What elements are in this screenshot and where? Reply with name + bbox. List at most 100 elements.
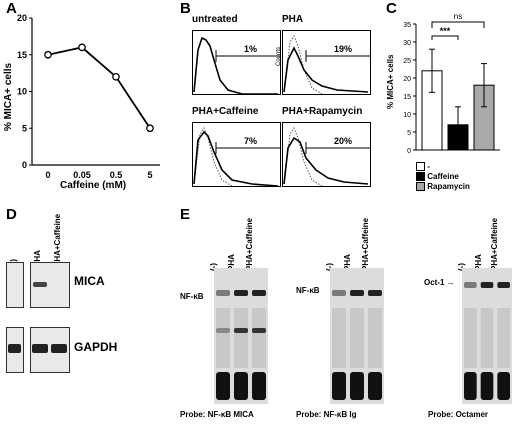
legend-item-caffeine: Caffeine xyxy=(416,172,459,182)
histogram-frame xyxy=(282,122,371,187)
legend-label-caffeine: Caffeine xyxy=(427,172,459,181)
sig-label-rapamycin: ns xyxy=(454,12,462,21)
gel-free-probe xyxy=(234,372,248,400)
blot-gapdh-treated xyxy=(30,327,70,373)
probe-name: NF-κB MICA xyxy=(207,410,254,419)
histogram-curve xyxy=(283,136,369,185)
chart-a-ytick-label: 15 xyxy=(17,50,27,60)
chart-a-ytick-label: 10 xyxy=(17,87,27,97)
histogram-counts-label: Counts xyxy=(276,46,282,66)
gel-free-probe xyxy=(216,372,230,400)
chart-c-ytick-label: 15 xyxy=(403,94,411,101)
gel-smear xyxy=(216,308,230,368)
gel-smear xyxy=(252,308,266,368)
histogram-title: PHA xyxy=(282,14,304,25)
legend-item-rapamycin: Rapamycin xyxy=(416,182,470,192)
histogram-frame xyxy=(282,30,371,95)
gel-band-label: NF-κB xyxy=(180,292,204,301)
gel-smear xyxy=(464,308,477,368)
chart-c-ytick-label: 0 xyxy=(407,148,411,155)
gel-free-probe xyxy=(350,372,364,400)
histogram-curve xyxy=(193,36,278,95)
panel-a-label: A xyxy=(6,0,17,17)
chart-a-point xyxy=(146,124,154,133)
probe-name: Octamer xyxy=(455,410,489,419)
blot-row-gapdh: GAPDH xyxy=(74,340,118,354)
gel-smear xyxy=(368,308,382,368)
gel-probe-label: Probe: NF-κB MICA xyxy=(180,410,254,419)
blot-mica-neg xyxy=(6,262,24,308)
gel-free-probe xyxy=(368,372,382,400)
histogram-plot: 19% xyxy=(282,30,371,95)
band-gapdh-pha-caffeine xyxy=(51,344,67,353)
legend-label-none: - xyxy=(427,162,430,171)
chart-a-point xyxy=(78,43,86,52)
gel-free-probe xyxy=(464,372,477,400)
chart-a-ytick-label: 20 xyxy=(17,13,27,23)
gel-free-probe xyxy=(497,372,510,400)
gate-percent: 19% xyxy=(334,44,352,54)
gel-free-probe xyxy=(480,372,494,400)
legend-swatch-caffeine xyxy=(416,172,425,182)
gel-specific-band xyxy=(464,282,477,288)
gel-lane-label: PHA+Caffeine xyxy=(490,217,500,271)
histogram-title: untreated xyxy=(192,14,238,25)
panel-d-lane-pha-caffeine: PHA+Caffeine xyxy=(53,213,62,267)
emsa-gel xyxy=(330,268,384,404)
emsa-gel xyxy=(214,268,268,404)
band-gapdh-pha xyxy=(32,344,48,353)
gel-smear xyxy=(350,308,364,368)
gel-smear xyxy=(332,308,346,368)
panel-c-chart: 0 5 10 15 20 25 30 35 ***ns xyxy=(403,12,500,155)
histogram-curve xyxy=(283,46,369,93)
chart-c-ytick-label: 25 xyxy=(403,58,411,65)
gel-lane-label: PHA+Caffeine xyxy=(245,217,254,271)
legend-item-none: - xyxy=(416,162,430,172)
gel-specific-band xyxy=(497,282,510,288)
gel-free-probe xyxy=(332,372,346,400)
gel-probe-label: Probe: Octamer xyxy=(428,410,488,419)
sig-label-caffeine: *** xyxy=(440,26,451,36)
gel-specific-band xyxy=(350,290,364,296)
chart-a-series-line xyxy=(47,46,151,129)
gel-probe-label: Probe: NF-κB Ig xyxy=(296,410,356,419)
chart-a-ytick-label: 0 xyxy=(22,160,27,170)
gel-smear xyxy=(234,308,248,368)
panel-a-chart: 0 5 10 15 20 0 0.05 0.5 5 xyxy=(17,13,160,180)
chart-a-xtick-label: 5 xyxy=(147,170,152,180)
chart-a-xtick-label: 0.5 xyxy=(110,170,123,180)
gel-secondary-band xyxy=(234,328,248,333)
legend-label-rapamycin: Rapamycin xyxy=(427,182,470,191)
histogram-plot: 1% xyxy=(192,30,281,95)
panel-a-xlabel: Caffeine (mM) xyxy=(60,180,127,191)
chart-c-ytick-label: 10 xyxy=(403,112,411,119)
chart-c-ytick-label: 20 xyxy=(403,76,411,83)
chart-c-ytick-label: 35 xyxy=(403,22,411,29)
probe-prefix: Probe: xyxy=(428,410,456,419)
chart-a-xtick-label: 0.05 xyxy=(73,170,91,180)
histogram-plot: 7% xyxy=(192,122,281,187)
gel-secondary-band xyxy=(252,328,266,333)
gel-secondary-band xyxy=(216,328,230,333)
gel-band-label: Oct-1 → xyxy=(424,278,455,287)
probe-prefix: Probe: xyxy=(180,410,208,419)
band-gapdh-neg xyxy=(8,344,21,353)
histogram-plot: 20% xyxy=(282,122,371,187)
blot-mica-treated xyxy=(30,262,70,308)
histogram-title: PHA+Rapamycin xyxy=(282,106,363,117)
legend-swatch-rapamycin xyxy=(416,182,425,192)
histogram-frame xyxy=(192,122,281,187)
gel-lane-label: PHA+Caffeine xyxy=(361,217,370,271)
panel-d-label: D xyxy=(6,206,17,223)
gate-percent: 1% xyxy=(244,44,257,54)
gel-smear xyxy=(497,308,510,368)
emsa-gel xyxy=(462,268,512,404)
gel-specific-band xyxy=(332,290,346,296)
probe-name: NF-κB Ig xyxy=(323,410,357,419)
chart-c-ytick-label: 30 xyxy=(403,40,411,47)
chart-a-ytick-label: 5 xyxy=(22,123,27,133)
histogram-title: PHA+Caffeine xyxy=(192,106,259,117)
histogram-curve xyxy=(193,130,279,187)
panel-c-label: C xyxy=(386,0,397,17)
probe-prefix: Probe: xyxy=(296,410,324,419)
